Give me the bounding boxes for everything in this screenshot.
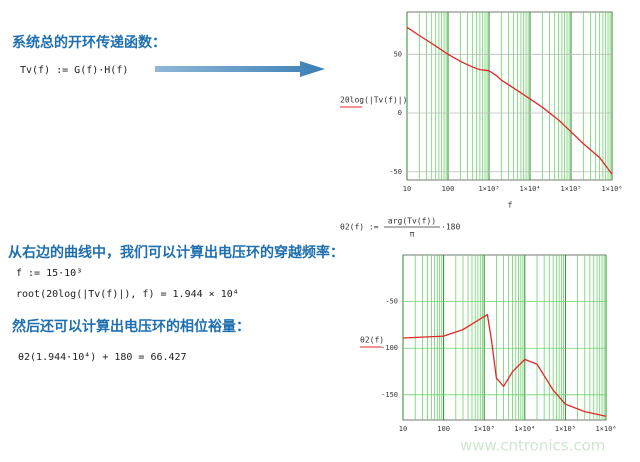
x-tick-label: 100 bbox=[437, 425, 450, 433]
formula: ·180 bbox=[441, 223, 460, 232]
formula: θ2(f) := bbox=[340, 223, 379, 232]
heading: 然后还可以计算出电压环的相位裕量： bbox=[12, 318, 250, 335]
y-axis-label: θ2(f) bbox=[360, 336, 384, 345]
x-tick-label: 1×10⁵ bbox=[555, 425, 576, 433]
watermark: www.cntronics.com bbox=[460, 437, 605, 455]
x-axis-label: f bbox=[508, 201, 513, 210]
x-tick-label: 10 bbox=[403, 185, 411, 193]
heading: 系统总的开环传递函数： bbox=[12, 34, 166, 51]
plot-area bbox=[406, 11, 613, 181]
data-line bbox=[402, 313, 607, 417]
y-tick-label: -150 bbox=[381, 391, 398, 399]
formula: θ2(1.944·10⁴) + 180 = 66.427 bbox=[18, 352, 187, 363]
formula: π bbox=[410, 230, 415, 239]
y-tick-label: 0 bbox=[398, 109, 402, 117]
formula: f := 15·10³ bbox=[16, 268, 82, 279]
data-line bbox=[406, 26, 613, 175]
formula: Tv(f) := G(f)·H(f) bbox=[20, 65, 128, 76]
y-axis-label: 20log(|Tv(f)|) bbox=[340, 96, 407, 105]
heading: 从右边的曲线中，我们可以计算出电压环的穿越频率： bbox=[8, 244, 344, 261]
x-tick-label: 10 bbox=[399, 425, 407, 433]
plot-area bbox=[402, 254, 607, 421]
x-tick-label: 1×10³ bbox=[478, 185, 499, 193]
formula: arg(Tv(f)) bbox=[388, 217, 436, 226]
arrow bbox=[155, 61, 325, 77]
y-tick-label: 50 bbox=[394, 50, 402, 58]
x-tick-label: 1×10⁶ bbox=[595, 425, 616, 433]
x-tick-label: 1×10³ bbox=[474, 425, 495, 433]
y-tick-label: -50 bbox=[389, 168, 402, 176]
formula: root(20log(|Tv(f)|), f) = 1.944 × 10⁴ bbox=[16, 289, 239, 300]
y-tick-label: -50 bbox=[385, 298, 398, 306]
y-tick-label: -100 bbox=[381, 344, 398, 352]
x-tick-label: 1×10⁴ bbox=[514, 425, 535, 433]
x-tick-label: 1×10⁶ bbox=[601, 185, 622, 193]
x-tick-label: 1×10⁴ bbox=[519, 185, 540, 193]
x-tick-label: 100 bbox=[442, 185, 455, 193]
x-tick-label: 1×10⁵ bbox=[560, 185, 581, 193]
